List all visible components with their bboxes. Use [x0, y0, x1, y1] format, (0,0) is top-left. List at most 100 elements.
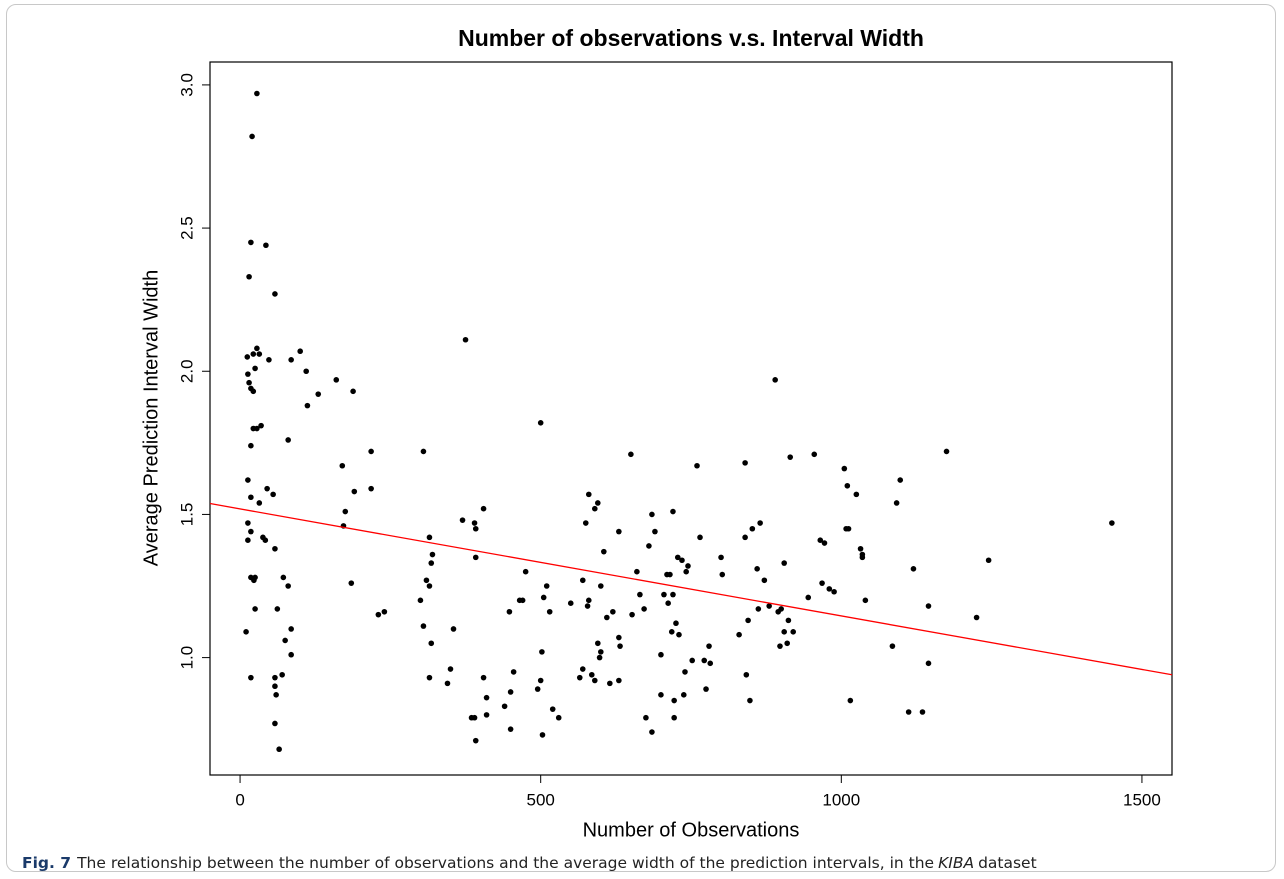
point — [601, 548, 607, 555]
point — [610, 608, 616, 615]
point — [248, 528, 254, 535]
point — [665, 600, 671, 606]
point — [342, 508, 349, 515]
y-tick-label: 3.0 — [177, 73, 196, 97]
point — [339, 462, 346, 469]
point — [671, 714, 677, 721]
point — [246, 273, 252, 280]
point — [262, 537, 269, 543]
point — [245, 520, 251, 526]
point — [831, 588, 837, 595]
point — [272, 683, 278, 690]
point — [643, 714, 649, 721]
point — [845, 525, 852, 532]
point — [480, 505, 487, 512]
point — [649, 511, 655, 518]
point — [534, 686, 541, 692]
fit-line — [209, 502, 1173, 676]
point — [679, 557, 685, 564]
point — [280, 574, 287, 581]
point — [784, 640, 790, 647]
point — [522, 568, 529, 575]
point — [649, 729, 655, 735]
point — [507, 689, 514, 695]
point — [701, 657, 708, 664]
point — [375, 611, 382, 618]
point — [272, 291, 278, 297]
point — [256, 500, 263, 506]
point — [282, 637, 288, 644]
point — [420, 623, 427, 629]
plot-frame — [209, 61, 1173, 776]
point — [429, 551, 436, 558]
point — [252, 606, 258, 612]
point — [667, 571, 673, 578]
point — [598, 583, 604, 589]
point — [273, 692, 279, 698]
point — [297, 348, 303, 355]
point — [348, 580, 355, 586]
point — [579, 577, 586, 584]
point — [694, 462, 700, 469]
point — [754, 566, 760, 572]
point — [985, 557, 992, 564]
point — [761, 577, 768, 584]
point — [539, 732, 546, 738]
point — [973, 614, 980, 621]
point — [910, 566, 917, 572]
point — [543, 583, 550, 589]
point — [671, 697, 677, 704]
point — [244, 354, 251, 360]
point — [742, 534, 748, 541]
point — [304, 402, 311, 409]
point — [790, 629, 797, 635]
point — [1109, 520, 1115, 526]
point — [248, 442, 254, 449]
point — [428, 560, 435, 566]
point — [805, 594, 812, 601]
point — [539, 649, 545, 655]
point — [811, 451, 818, 458]
point — [483, 712, 490, 718]
point — [745, 617, 751, 624]
point — [266, 356, 272, 363]
point — [685, 563, 691, 569]
point — [471, 520, 478, 526]
caption-text: dataset — [978, 854, 1037, 872]
caption-text: The relationship between the number of o… — [77, 854, 935, 872]
point — [859, 554, 866, 561]
point — [540, 594, 547, 601]
point — [743, 671, 750, 678]
point — [628, 451, 634, 458]
point — [303, 368, 310, 375]
point — [483, 694, 490, 701]
point — [670, 591, 676, 598]
point — [256, 351, 263, 357]
point — [862, 597, 869, 604]
point — [817, 537, 824, 543]
point — [755, 606, 762, 612]
point — [263, 242, 269, 249]
point — [472, 737, 479, 744]
point — [703, 686, 709, 692]
point — [821, 540, 828, 546]
point — [683, 568, 689, 575]
point — [501, 703, 508, 710]
point — [368, 485, 374, 492]
point — [417, 597, 424, 604]
point — [781, 560, 787, 566]
point — [919, 709, 926, 715]
point — [747, 697, 753, 704]
point — [333, 377, 340, 383]
point — [893, 500, 900, 506]
point — [426, 534, 433, 541]
point — [772, 377, 778, 383]
point — [596, 654, 603, 661]
point — [546, 608, 553, 615]
y-axis-title: Average Prediction Interval Width — [140, 270, 162, 566]
point — [274, 606, 281, 612]
point — [447, 666, 454, 672]
x-tick-label: 1500 — [1123, 790, 1161, 809]
point — [248, 239, 254, 246]
point — [674, 554, 681, 561]
